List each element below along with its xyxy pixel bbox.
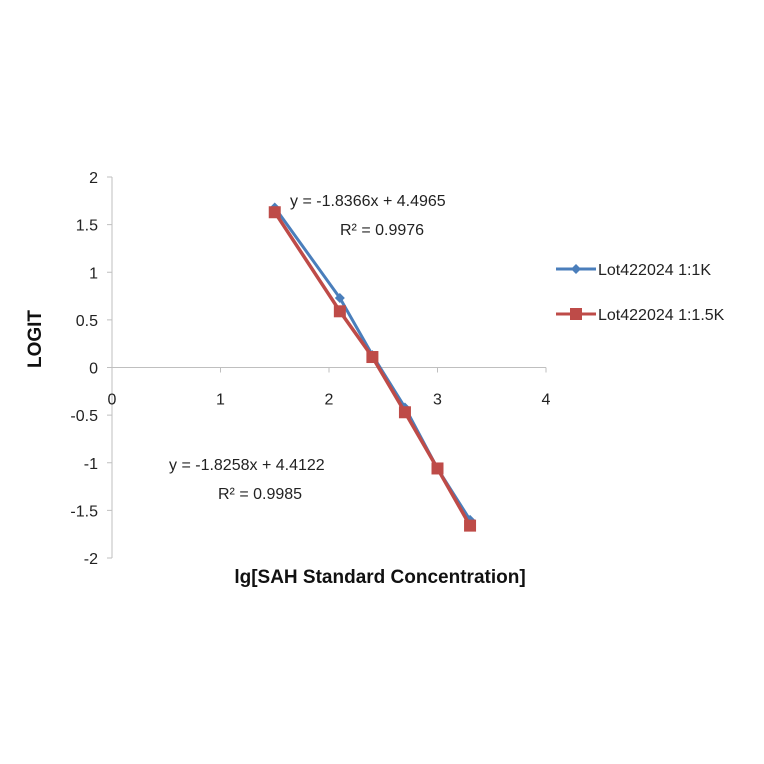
legend-marker-series-1 [571,264,581,274]
data-point [333,305,346,318]
x-tick-label: 4 [542,392,551,409]
trendline-r-squared-2: R² = 0.9985 [218,486,302,503]
x-tick-label: 0 [108,392,117,409]
series-2 [268,206,477,532]
trendline-equation-2: y = -1.8258x + 4.4122 [169,457,325,474]
data-point [268,206,281,219]
x-tick-label: 2 [325,392,334,409]
data-point [334,292,345,303]
trendline-equation-1: y = -1.8366x + 4.4965 [290,193,446,210]
y-tick-label: -1 [84,456,98,473]
legend-marker-series-2 [570,308,582,320]
trendline-r-squared-1: R² = 0.9976 [340,222,424,239]
legend-label-series-2: Lot422024 1:1.5K [598,307,725,324]
data-point [431,462,444,475]
y-tick-label: 0.5 [76,313,98,330]
legend: Lot422024 1:1K Lot422024 1:1.5K [556,262,725,324]
axes: 2 1.5 1 0.5 0 -0.5 -1 -1.5 -2 0 1 2 3 4 [70,170,550,568]
data-point [366,351,379,364]
y-tick-label: 0 [89,361,98,378]
series-layer [268,202,477,532]
legend-label-series-1: Lot422024 1:1K [598,262,711,279]
data-point [398,406,411,419]
y-tick-label: 1 [89,265,98,282]
data-point [464,519,477,532]
series-line [273,211,472,527]
y-tick-label: -0.5 [70,408,98,425]
x-axis-title: lg[SAH Standard Concentration] [234,567,525,588]
y-tick-label: -1.5 [70,503,98,520]
y-tick-label: 1.5 [76,218,98,235]
y-axis-title: LOGIT [25,310,46,368]
x-tick-label: 3 [433,392,442,409]
y-tick-label: 2 [89,170,98,187]
y-tick-label: -2 [84,551,98,568]
x-tick-label: 1 [216,392,225,409]
